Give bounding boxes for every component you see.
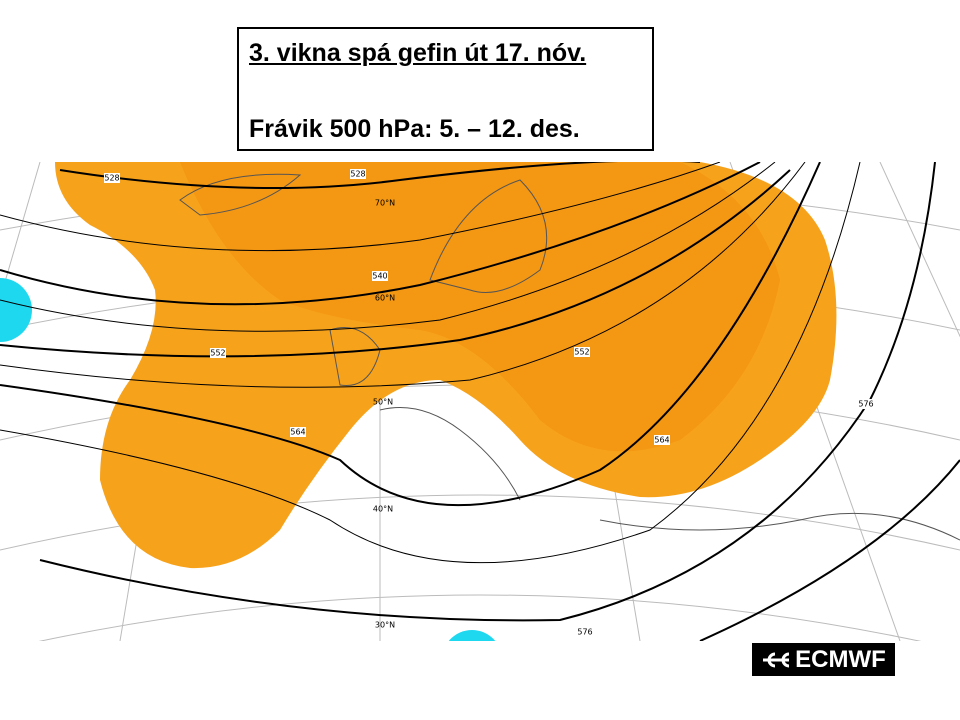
contour-label-bg xyxy=(104,173,120,183)
latitude-label: 30°N xyxy=(375,621,395,630)
latitude-label: 60°N xyxy=(375,294,395,303)
contour-label: 576 xyxy=(858,400,873,409)
contour-label: 528 xyxy=(350,170,365,179)
title-line: 3. vikna spá gefin út 17. nóv. xyxy=(249,39,587,67)
negative-anomaly xyxy=(0,278,32,342)
contour-label-bg xyxy=(577,627,593,637)
logo-icon xyxy=(763,652,790,667)
latitude-label: 50°N xyxy=(373,398,393,407)
contour-label-bg xyxy=(290,427,306,437)
latitude-label: 70°N xyxy=(375,199,395,208)
contour-label-bg xyxy=(350,169,366,179)
logo: ECMWF xyxy=(752,643,895,676)
height-contours xyxy=(0,162,960,641)
contour-label-bg xyxy=(372,271,388,281)
contour-label: 528 xyxy=(104,174,119,183)
anomaly-core xyxy=(180,162,780,452)
latitude-label: 40°N xyxy=(373,505,393,514)
contour-label: 540 xyxy=(372,272,387,281)
contour-label: 576 xyxy=(577,628,592,637)
contour-label-bg xyxy=(654,435,670,445)
contour-label-bg xyxy=(210,348,226,358)
negative-anomaly xyxy=(448,630,496,641)
subtitle-line: Frávik 500 hPa: 5. – 12. des. xyxy=(249,115,580,143)
contour-label: 564 xyxy=(654,436,669,445)
contour-label: 564 xyxy=(290,428,305,437)
weather-map: 528 528 540 552 552 564 564 576 576 70°N 60°N 50°N 4… xyxy=(0,162,960,641)
contour-label: 552 xyxy=(210,349,225,358)
contour-label: 552 xyxy=(574,348,589,357)
contour-label-bg xyxy=(858,399,874,409)
contour-label-bg xyxy=(574,347,590,357)
title-box: 3. vikna spá gefin út 17. nóv. Frávik 50… xyxy=(237,27,654,151)
logo-text: ECMWF xyxy=(795,645,886,673)
